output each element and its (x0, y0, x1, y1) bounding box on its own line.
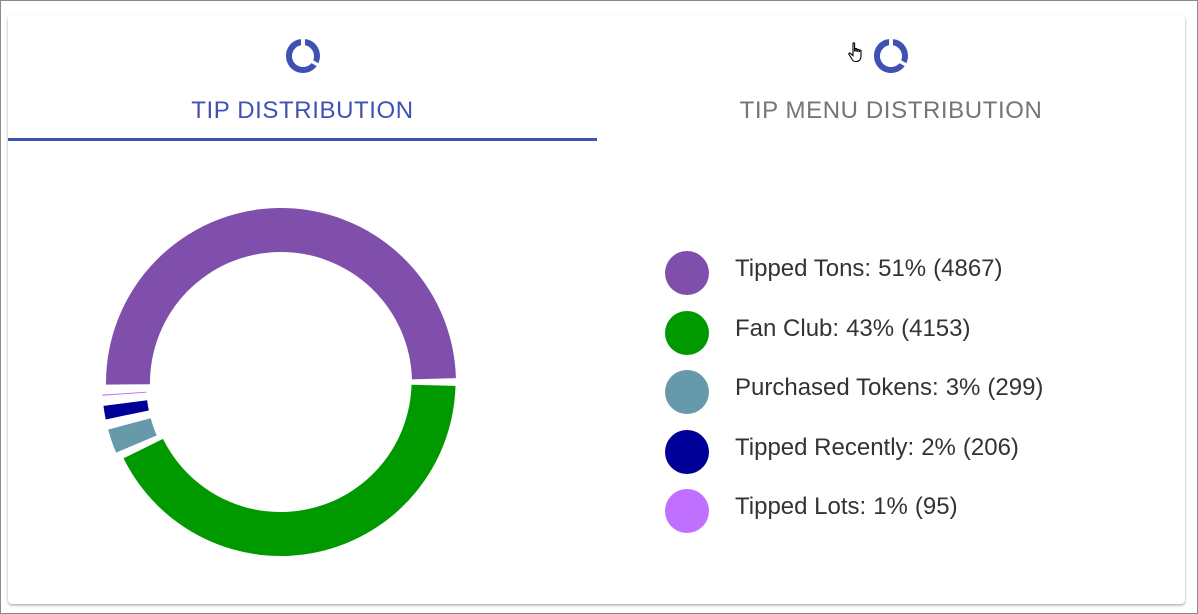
legend-item: Tipped Lots: 1% (95) (658, 485, 1178, 545)
donut-slice-purchased-tokens[interactable] (108, 418, 157, 453)
legend-label: Tipped Lots: 1% (95) (735, 493, 965, 521)
tab-tip-distribution[interactable]: Tip Distribution (8, 15, 597, 143)
legend-percent: 43% (846, 314, 895, 342)
donut-slice-tipped-recently[interactable] (103, 400, 149, 420)
legend-series-name: Fan Club: (735, 314, 840, 342)
legend-swatch (665, 251, 709, 295)
donut-chart-icon (285, 39, 320, 73)
legend-value: (4153) (901, 314, 971, 342)
legend-item: Tipped Tons: 51% (4867) (658, 247, 1178, 307)
chart-legend: Tipped Tons: 51% (4867) Fan Club: 43% (4153) P… (658, 247, 1178, 545)
tab-bar: Tip Distribution Tip Menu Distribution (8, 15, 1185, 143)
tab-tip-menu-distribution[interactable]: Tip Menu Distribution (597, 15, 1185, 143)
legend-label: Tipped Tons: 51% (4867) (735, 255, 1010, 283)
legend-percent: 3% (945, 374, 981, 401)
legend-item: Tipped Recently: 2% (206) (658, 426, 1178, 486)
legend-series-name: Tipped Recently: (735, 433, 915, 461)
donut-slice-tipped-lots[interactable] (102, 391, 147, 396)
legend-percent: 1% (873, 493, 908, 520)
legend-label: Tipped Recently: 2% (206) (735, 434, 1026, 462)
legend-label: Purchased Tokens: 3% (299) (735, 374, 1050, 402)
tab-label: Tip Distribution (191, 97, 414, 124)
legend-percent: 51% (878, 255, 927, 282)
legend-item: Fan Club: 43% (4153) (658, 307, 1178, 367)
legend-series-name: Tipped Lots: (735, 493, 867, 520)
hand-pointer-cursor-icon (848, 42, 862, 63)
tab-label: Tip Menu Distribution (739, 97, 1043, 124)
donut-chart-icon (874, 39, 908, 73)
legend-value: (206) (962, 433, 1019, 461)
donut-chart (102, 208, 456, 557)
legend-series-name: Tipped Tons: (735, 255, 872, 282)
legend-percent: 2% (921, 433, 956, 461)
legend-swatch (665, 489, 709, 533)
legend-series-name: Purchased Tokens: (735, 374, 939, 401)
donut-slice-tipped-tons[interactable] (106, 208, 456, 385)
legend-swatch (665, 310, 709, 355)
distribution-card: Tip Distribution Tip Menu Distribution T… (8, 15, 1185, 604)
active-tab-indicator (8, 138, 597, 141)
legend-swatch (665, 370, 709, 414)
legend-item: Purchased Tokens: 3% (299) (658, 366, 1178, 426)
legend-value: (299) (987, 374, 1044, 401)
legend-value: (4867) (933, 255, 1003, 282)
legend-label: Fan Club: 43% (4153) (735, 315, 977, 343)
donut-slice-fan-club[interactable] (123, 384, 456, 557)
legend-value: (95) (914, 493, 958, 520)
legend-swatch (665, 429, 709, 474)
